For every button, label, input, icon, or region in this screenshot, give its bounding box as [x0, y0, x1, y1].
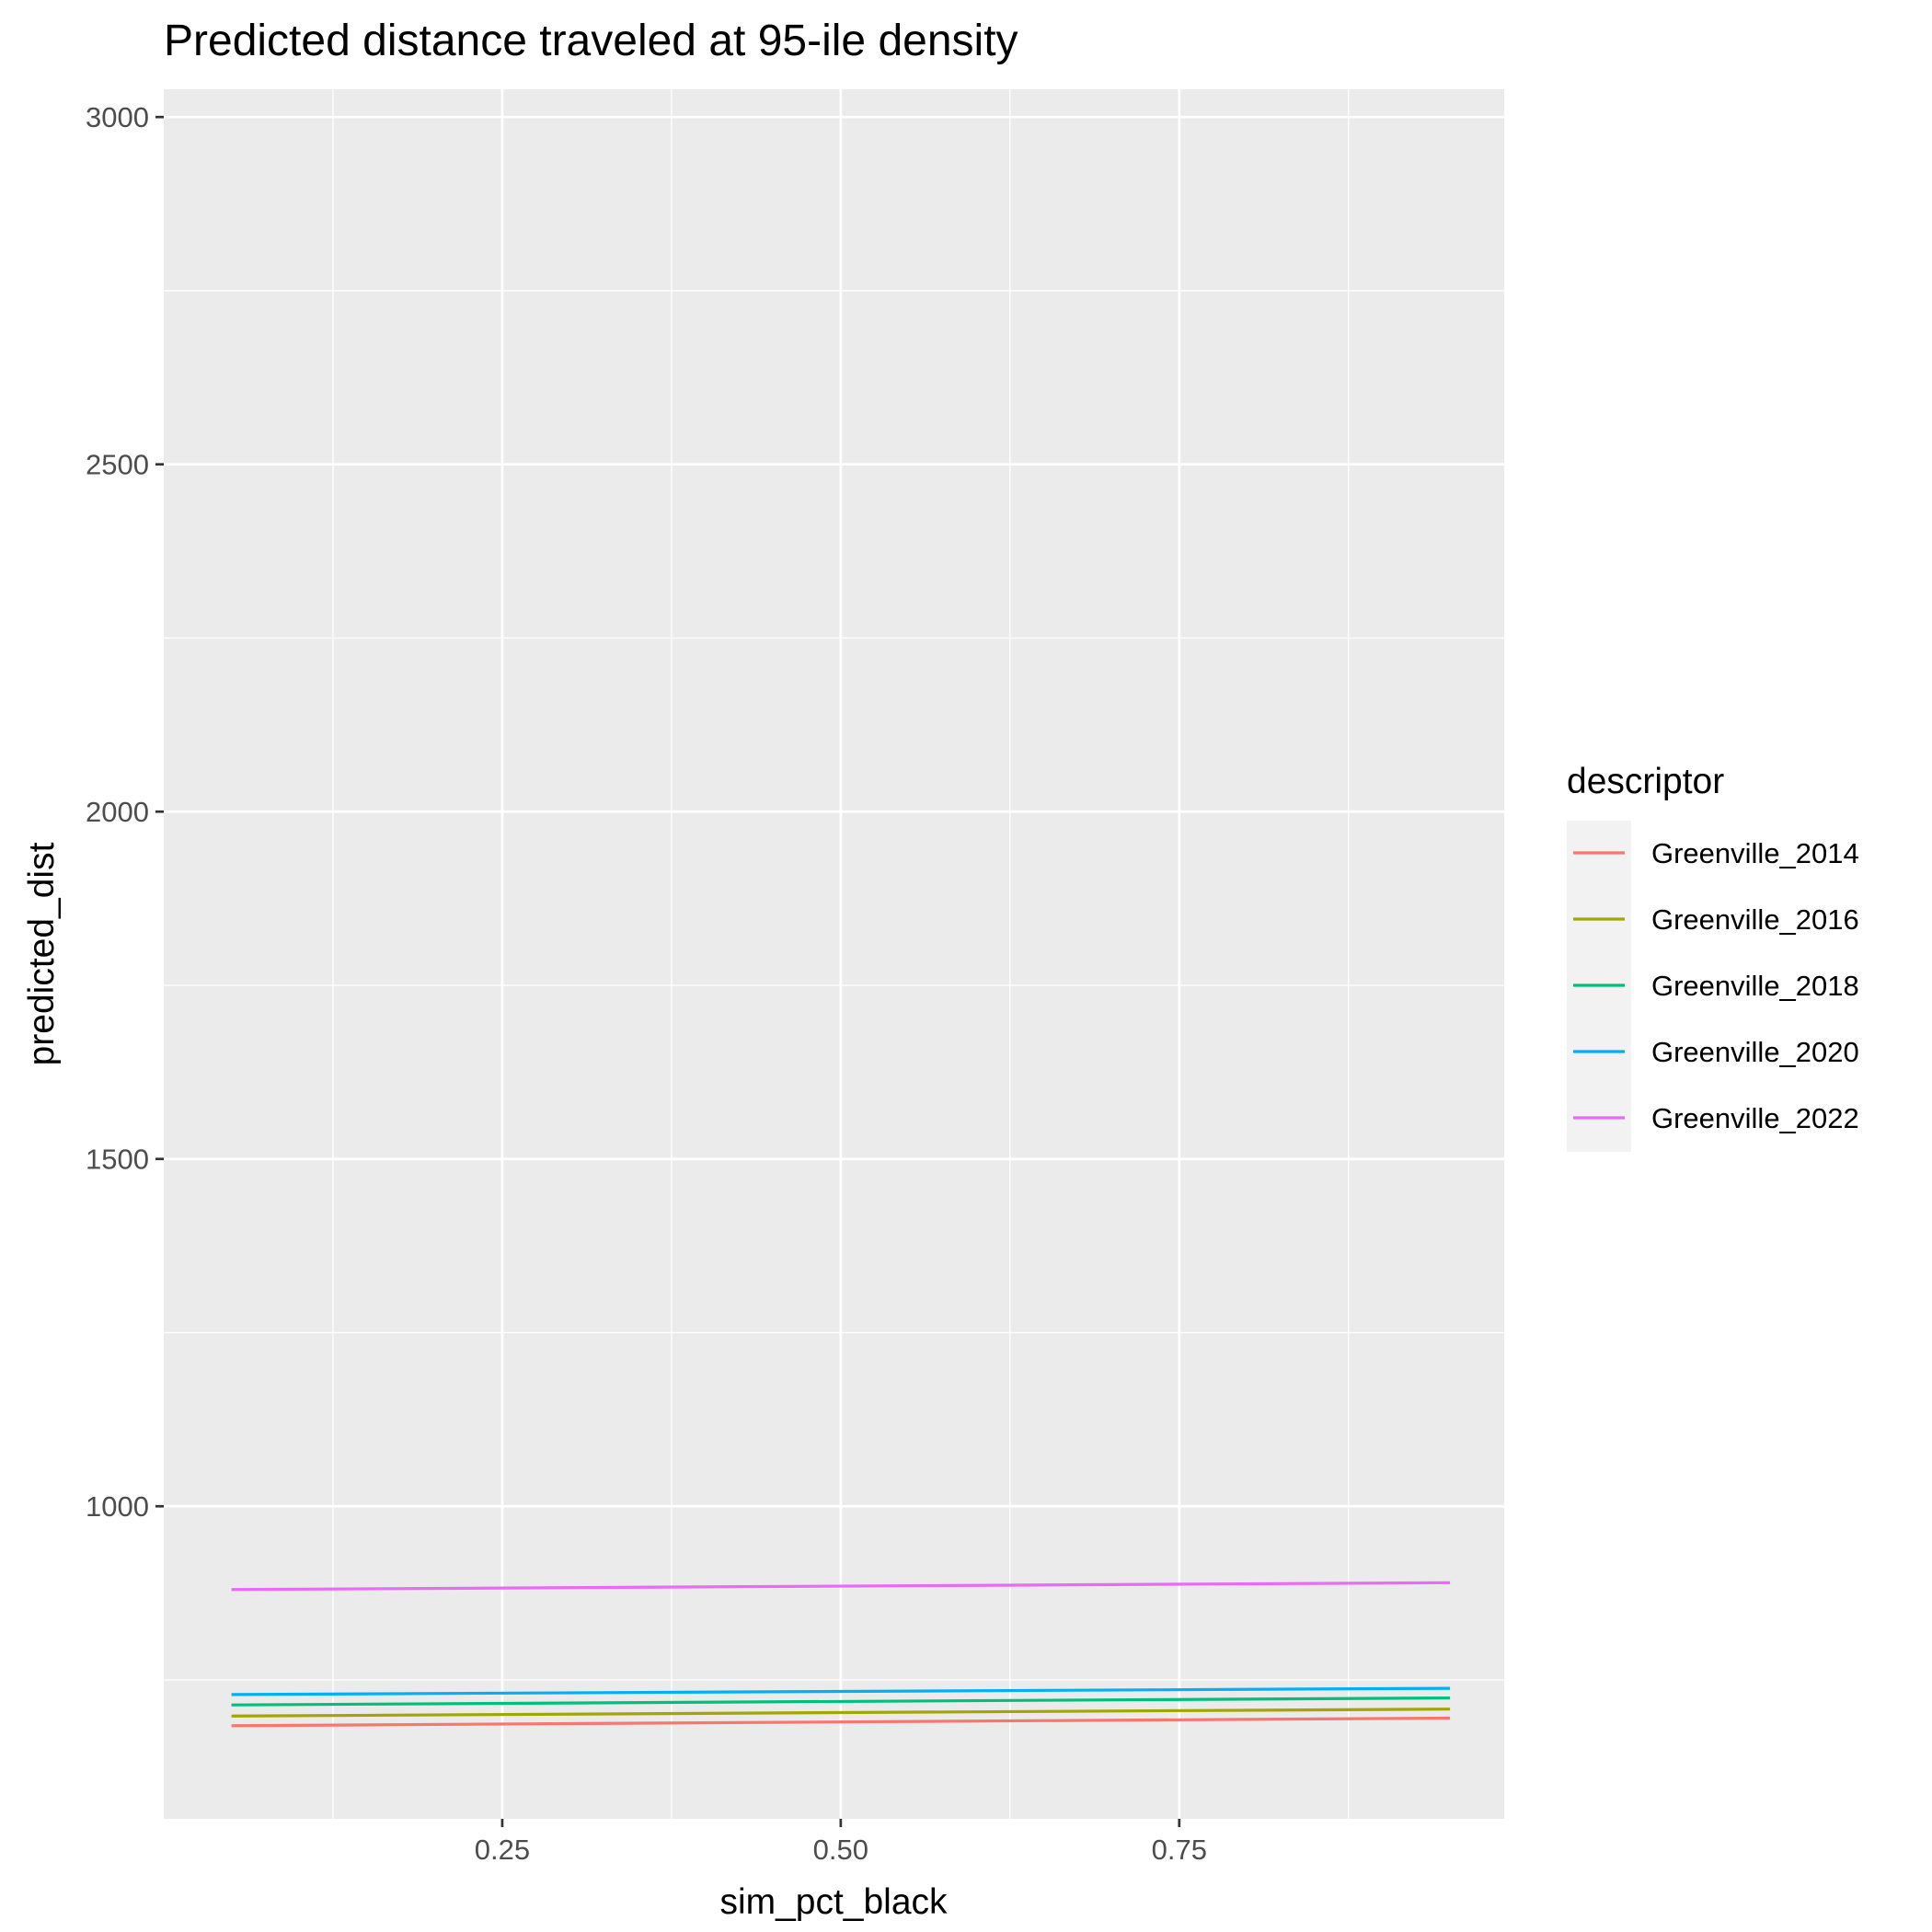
legend-label: Greenville_2014 — [1651, 837, 1859, 869]
legend-item: Greenville_2016 — [1573, 903, 1859, 936]
y-axis: 1000 1500 2000 2500 3000 — [86, 101, 164, 1523]
y-tick-label: 2000 — [86, 796, 149, 828]
x-tick-label: 0.50 — [813, 1834, 868, 1866]
legend-item: Greenville_2022 — [1573, 1102, 1859, 1134]
legend-label: Greenville_2020 — [1651, 1036, 1859, 1068]
y-tick-label: 1500 — [86, 1144, 149, 1176]
legend: descriptor Greenville_2014Greenville_201… — [1567, 762, 1859, 1152]
series-line — [231, 1696, 1451, 1707]
x-axis: 0.25 0.50 0.75 — [475, 1819, 1207, 1866]
y-tick-label: 3000 — [86, 101, 149, 133]
legend-label: Greenville_2016 — [1651, 903, 1859, 936]
major-grid — [164, 89, 1504, 1819]
y-tick-label: 2500 — [86, 449, 149, 481]
minor-grid — [164, 89, 1504, 1819]
series-line — [231, 1581, 1451, 1592]
legend-label: Greenville_2022 — [1651, 1102, 1859, 1134]
legend-label: Greenville_2018 — [1651, 970, 1859, 1002]
series-lines — [231, 1581, 1451, 1728]
legend-item: Greenville_2014 — [1573, 837, 1859, 869]
y-axis-title: predicted_dist — [22, 842, 62, 1065]
y-tick-label: 1000 — [86, 1490, 149, 1523]
x-tick-label: 0.25 — [475, 1834, 530, 1866]
series-line — [231, 1686, 1451, 1696]
x-axis-title: sim_pct_black — [719, 1882, 948, 1922]
x-tick-label: 0.75 — [1152, 1834, 1207, 1866]
legend-item: Greenville_2018 — [1573, 970, 1859, 1002]
plot-panel — [164, 89, 1504, 1819]
legend-items: Greenville_2014 Greenville_2016 Greenville… — [1573, 837, 1859, 1134]
chart-title: Predicted distance traveled at 95-ile de… — [164, 17, 1018, 65]
series-line — [231, 1716, 1451, 1728]
legend-item: Greenville_2020 — [1573, 1036, 1859, 1068]
series-line — [231, 1708, 1451, 1718]
legend-title: descriptor — [1567, 762, 1724, 801]
